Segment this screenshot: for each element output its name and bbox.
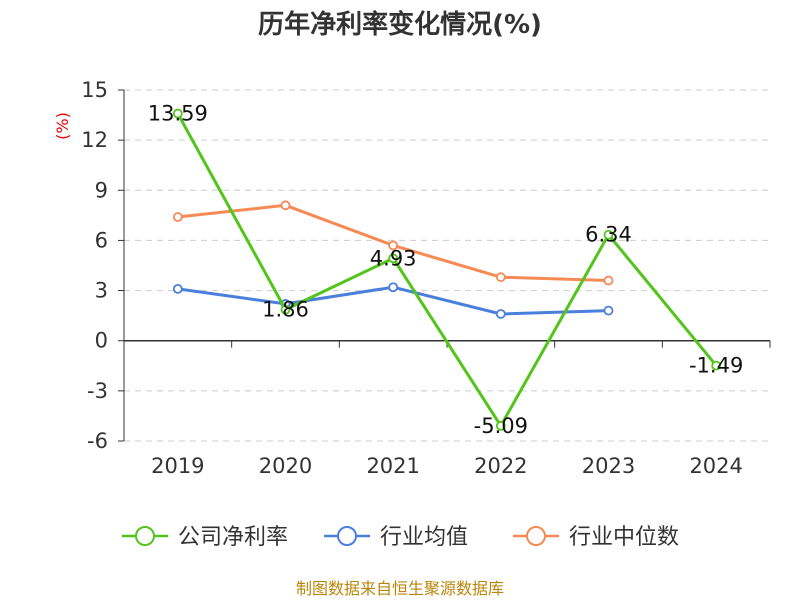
- series-point: [388, 282, 399, 293]
- chart-title: 历年净利率变化情况(%): [258, 9, 542, 40]
- series-point: [172, 108, 183, 119]
- data-label: 4.93: [370, 246, 417, 270]
- legend-label: 行业均值: [380, 525, 468, 550]
- legend: 公司净利率 行业均值 行业中位数: [122, 525, 679, 550]
- series-line: [176, 112, 718, 428]
- data-source-note: 制图数据来自恒生聚源数据库: [296, 579, 504, 598]
- y-tick-label: 6: [95, 228, 108, 252]
- data-label: -1.49: [689, 354, 743, 378]
- legend-label: 公司净利率: [178, 525, 288, 550]
- series-point: [388, 240, 399, 251]
- legend-item: 行业均值: [324, 525, 468, 550]
- series-point: [603, 305, 614, 316]
- series-point: [495, 309, 506, 319]
- y-axis-unit: (%): [53, 112, 72, 140]
- series-point: [280, 304, 291, 315]
- series-1: [172, 282, 614, 319]
- series-point: [172, 212, 183, 222]
- data-label: 1.86: [262, 298, 309, 322]
- legend-marker: [526, 526, 546, 546]
- x-tick-label: 2021: [366, 454, 419, 478]
- y-tick-label: -6: [87, 429, 108, 453]
- legend-item: 公司净利率: [122, 525, 288, 550]
- x-tick-label: 2019: [151, 454, 204, 478]
- y-tick-label: 12: [81, 128, 108, 152]
- x-tick-label: 2023: [582, 454, 635, 478]
- series-lines: [172, 108, 722, 431]
- y-tick-label: 0: [95, 329, 108, 353]
- y-tick-label: 9: [95, 178, 108, 202]
- series-point: [388, 253, 399, 264]
- series-point: [172, 283, 183, 294]
- series-point: [495, 272, 506, 283]
- legend-label: 行业中位数: [569, 525, 679, 550]
- data-labels: 13.59 1.86 4.93 -5.09 6.34 -1.49: [148, 102, 744, 438]
- series-2: [172, 200, 614, 286]
- y-tick-label: 15: [81, 78, 108, 102]
- series-point: [603, 229, 614, 240]
- x-tick-label: 2022: [474, 454, 527, 478]
- series-point: [603, 275, 614, 286]
- legend-marker: [337, 526, 357, 546]
- series-point: [711, 360, 722, 371]
- series-0: [172, 108, 722, 431]
- data-label: -5.09: [474, 414, 528, 438]
- x-tick-label: 2024: [689, 454, 742, 478]
- y-tick-label: -3: [87, 379, 108, 403]
- legend-marker: [135, 526, 155, 546]
- y-tick-label: 3: [95, 279, 108, 303]
- grid-lines: [124, 89, 770, 442]
- series-point: [495, 420, 506, 431]
- x-tick-label: 2020: [259, 454, 312, 478]
- series-point: [280, 200, 291, 211]
- legend-item: 行业中位数: [513, 525, 679, 550]
- data-label: 6.34: [585, 223, 632, 247]
- axes: 15 12 9 6 3 0 -3 -6 2019 2020 2021 2022 2023 2024: [81, 78, 771, 478]
- data-label: 13.59: [148, 102, 208, 126]
